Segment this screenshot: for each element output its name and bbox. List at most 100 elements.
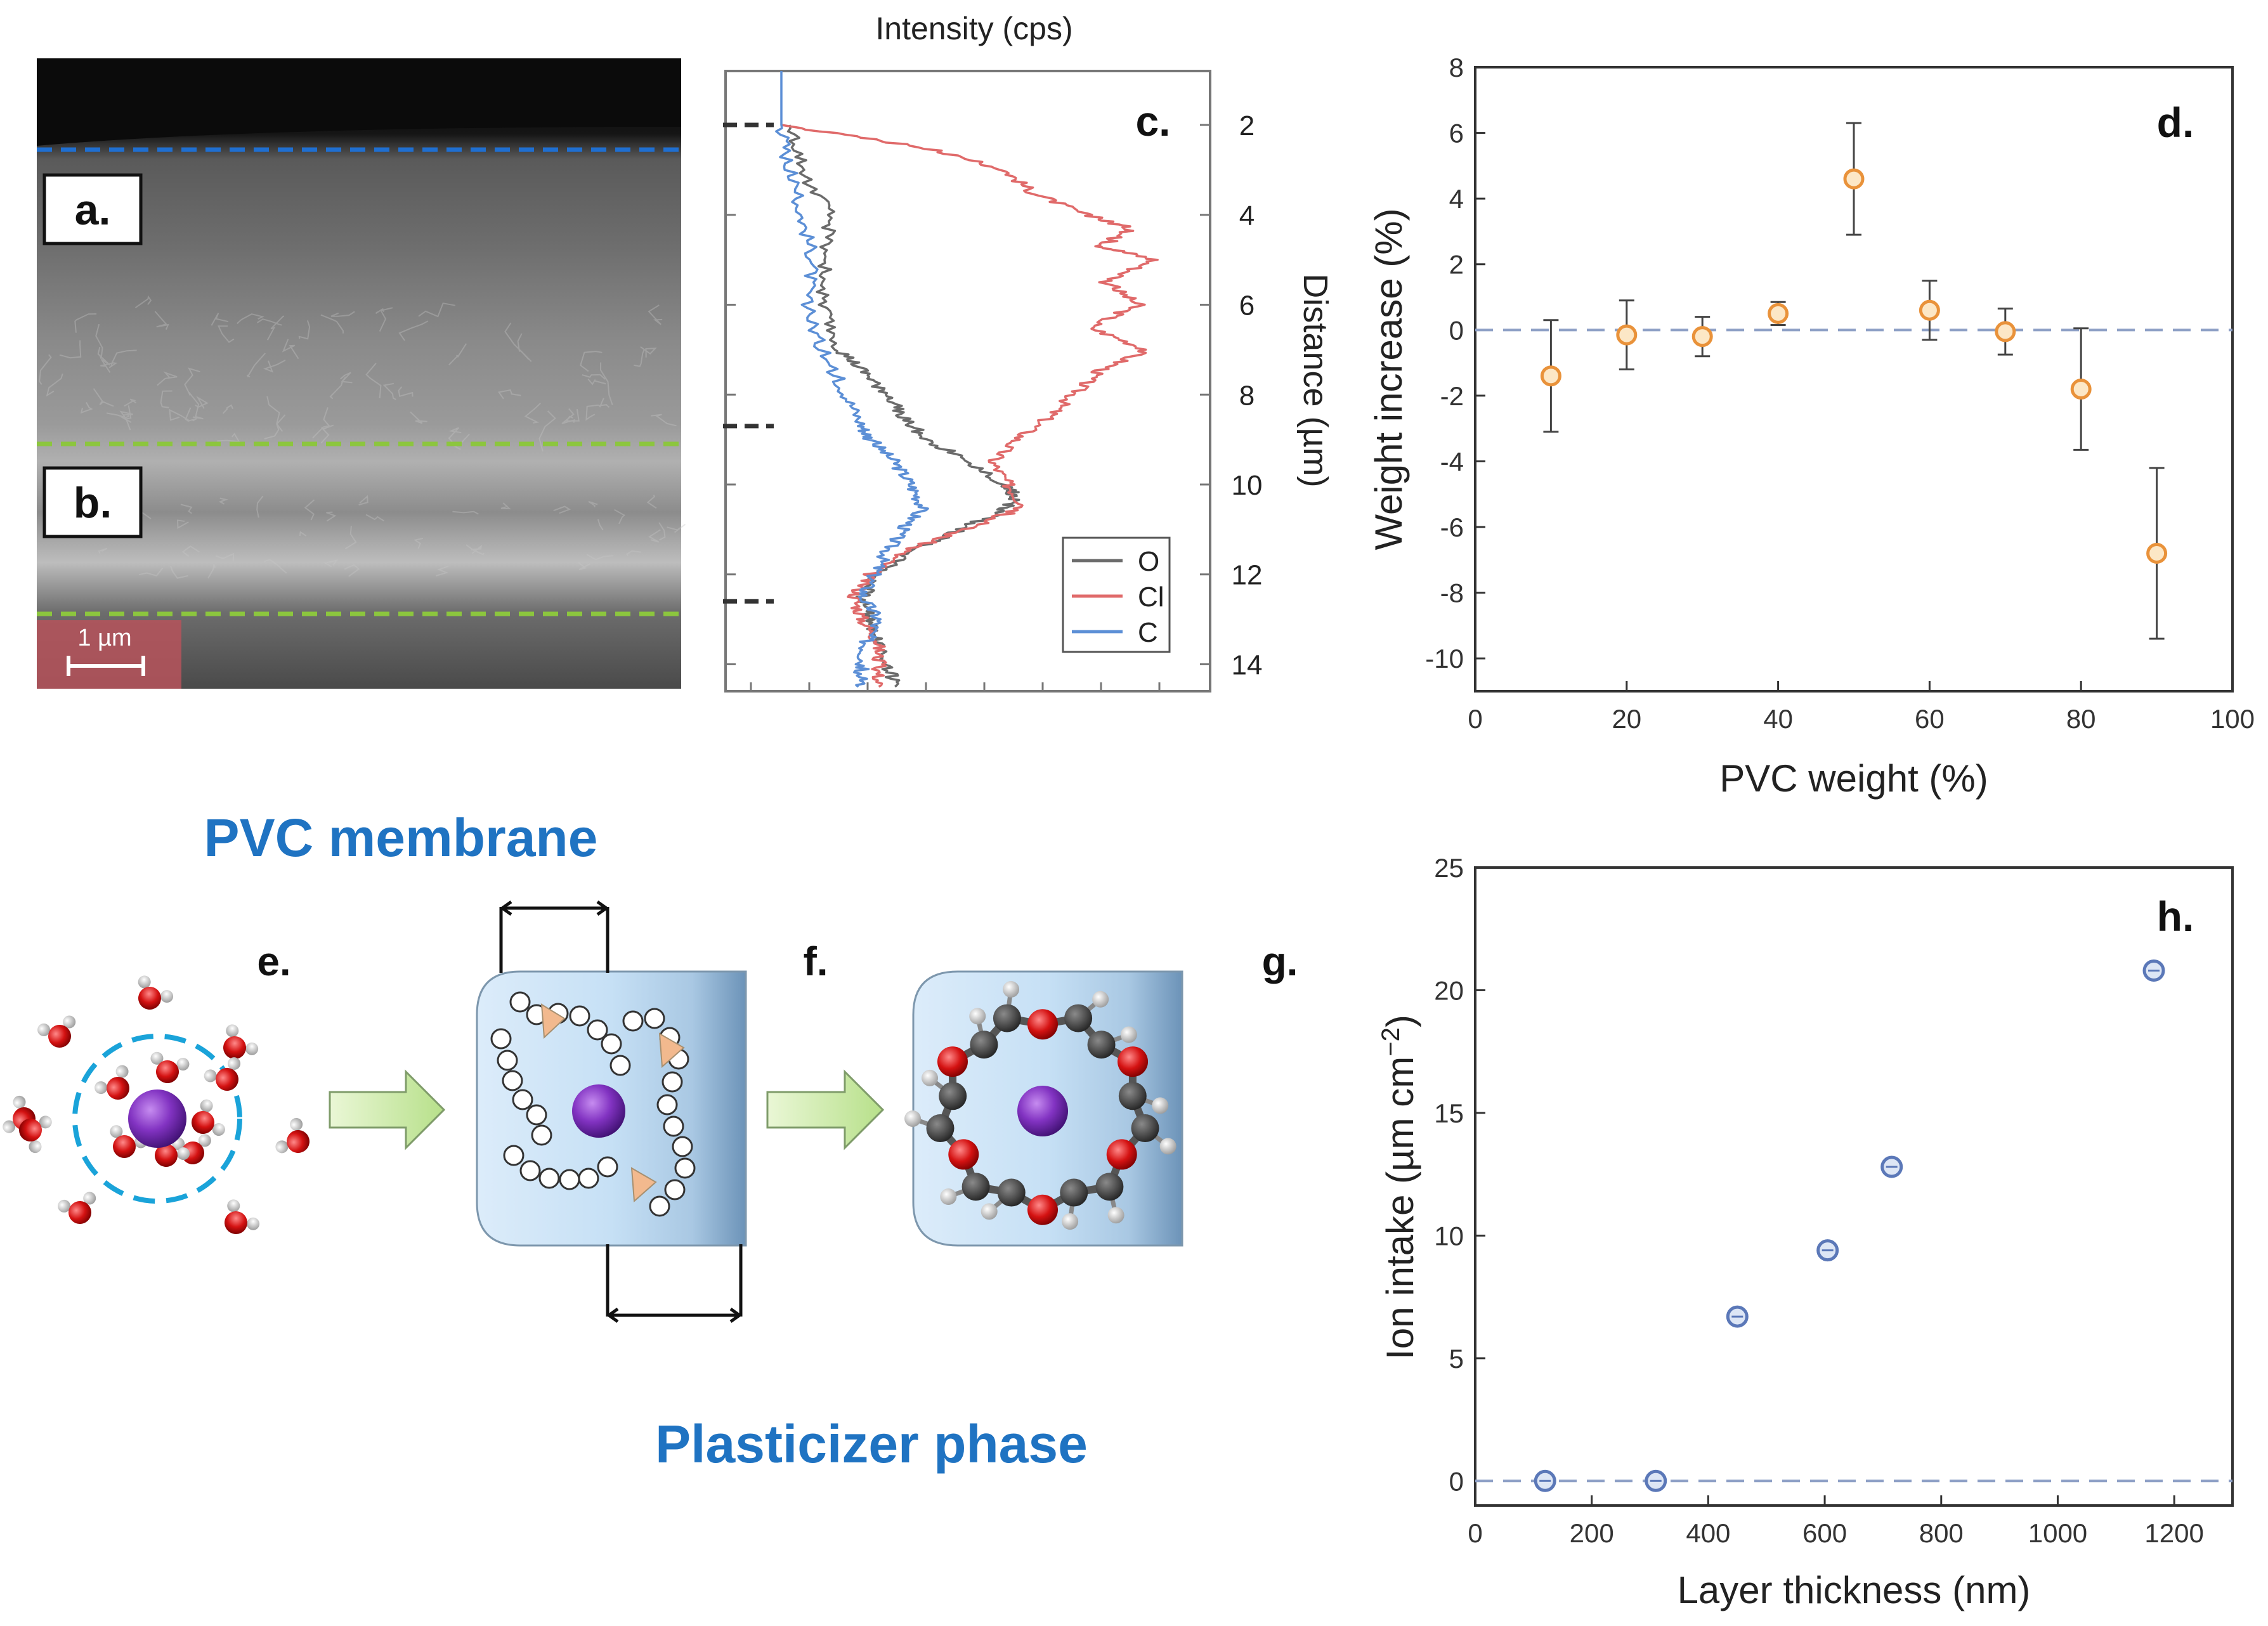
sem-texture-stroke [98, 547, 108, 554]
weight-point [1616, 324, 1638, 346]
eds-y-tick-label: 12 [1232, 560, 1263, 591]
weight-y-axis-label: Weight increase (%) [1367, 208, 1410, 550]
sem-texture-stroke [74, 313, 97, 333]
ion-x-tick-label: 1200 [2144, 1518, 2203, 1548]
water-hydrogen [58, 1199, 71, 1213]
crown-carbon [926, 1114, 955, 1143]
sem-texture-stroke [640, 346, 657, 358]
membrane-box-ionophore [904, 970, 1183, 1247]
crown-hydrogen [922, 1069, 939, 1086]
water-oxygen [113, 1135, 136, 1158]
sem-texture-stroke [207, 564, 216, 579]
sem-texture-stroke [365, 363, 382, 399]
chain-bead [662, 1071, 683, 1093]
crown-carbon [1095, 1173, 1124, 1201]
weight-y-tick-label: -2 [1440, 381, 1464, 411]
water-molecule [275, 1117, 310, 1154]
ion-y-axis-label: Ion intake (µm cm−2) [1377, 1015, 1421, 1360]
sem-texture-stroke [246, 353, 266, 378]
ion-points [1534, 959, 2165, 1492]
sem-texture-stroke [365, 514, 384, 522]
water-hydrogen [228, 1057, 241, 1070]
potassium-ion-2 [572, 1084, 625, 1138]
panel-label-c: c. [1135, 98, 1170, 145]
sem-texture-stroke [59, 340, 82, 359]
chain-bead [674, 1157, 696, 1179]
water-hydrogen [13, 1095, 26, 1109]
weight-x-tick-label: 100 [2210, 704, 2255, 734]
sem-texture-stroke [588, 500, 598, 507]
crown-carbon [1131, 1114, 1159, 1143]
water-oxygen [156, 1060, 179, 1083]
sem-image [37, 58, 681, 689]
weight-y-tick-label: 0 [1449, 315, 1464, 345]
sem-texture-stroke [667, 523, 686, 533]
sem-texture-stroke [97, 346, 111, 373]
sem-texture-stroke [39, 354, 52, 385]
sem-texture-stroke [435, 565, 449, 576]
sem-texture-stroke [263, 360, 286, 373]
water-oxygen [19, 1119, 42, 1141]
sem-dendrite-texture [39, 295, 686, 579]
dimension-marker-top [499, 900, 609, 973]
sem-texture-stroke [634, 349, 645, 367]
eds-legend-label-Cl: Cl [1138, 582, 1164, 613]
weight-point [1919, 299, 1940, 321]
sem-top-dark-layer [37, 58, 681, 146]
eds-linescan-chart: Intensity (cps) 2 4 6 8 10 12 14 Distance (µm)… [723, 11, 1334, 693]
crown-hydrogen [904, 1110, 922, 1127]
crown-hydrogen [1159, 1138, 1176, 1155]
sem-texture-stroke [340, 372, 351, 383]
water-hydrogen [176, 1058, 190, 1071]
sem-texture-stroke [398, 320, 429, 341]
chain-bead [672, 1136, 693, 1157]
weight-x-tick-label: 0 [1468, 704, 1482, 734]
potassium-ion-3 [1017, 1086, 1068, 1136]
sem-texture-stroke [215, 552, 235, 562]
sem-texture-stroke [358, 495, 368, 505]
sem-texture-stroke [211, 313, 229, 326]
eds-y-axis-label: Distance (µm) [1296, 273, 1334, 487]
water-oxygen [287, 1130, 310, 1153]
sem-texture-stroke [169, 408, 190, 421]
sem-texture-stroke [418, 302, 456, 318]
sem-texture-stroke [398, 386, 414, 398]
panel-label-a: a. [42, 173, 143, 245]
weight-y-tick-label: -4 [1440, 446, 1464, 476]
sem-texture-stroke [658, 522, 666, 541]
weight-y-tick-label: -8 [1440, 578, 1464, 608]
sem-texture-stroke [218, 497, 228, 505]
weight-x-axis-label: PVC weight (%) [1719, 757, 1988, 800]
plasticizer-polymer-chain [490, 991, 696, 1217]
weight-point [1995, 321, 2016, 342]
weight-y-tick-label: 4 [1449, 184, 1464, 214]
sem-texture-stroke [646, 495, 657, 509]
eds-y-tick-label: 10 [1232, 470, 1263, 501]
chain-bead [649, 1195, 670, 1217]
weight-point [2146, 542, 2168, 564]
crown-carbon [1064, 1004, 1093, 1032]
crown-carbon [1087, 1031, 1116, 1059]
sem-texture-stroke [597, 398, 610, 408]
sem-texture-stroke [299, 531, 307, 537]
crown-hydrogen [1152, 1097, 1169, 1114]
sem-texture-stroke [651, 413, 677, 427]
scale-bar: 1 µm [37, 620, 181, 689]
water-oxygen [138, 987, 161, 1010]
weight-y-tick-label: 6 [1449, 119, 1464, 148]
weight-y-tick-label: 2 [1449, 250, 1464, 280]
eds-y-tick-label: 8 [1239, 380, 1255, 411]
sem-texture-stroke [565, 409, 580, 422]
sem-texture-stroke [648, 529, 661, 543]
crown-oxygen [1027, 1194, 1058, 1225]
water-hydrogen [83, 1192, 96, 1205]
sem-texture-stroke [585, 404, 599, 421]
weight-points [1540, 122, 2168, 640]
weight-y-tick-label: -10 [1425, 644, 1464, 673]
potassium-ion-1 [128, 1089, 186, 1148]
water-molecule [204, 1057, 241, 1091]
eds-y-tick-labels: 2 4 6 8 10 12 14 [1232, 110, 1263, 680]
scale-bar-label: 1 µm [77, 625, 131, 651]
sem-texture-stroke [176, 519, 189, 530]
water-hydrogen [63, 1015, 76, 1029]
